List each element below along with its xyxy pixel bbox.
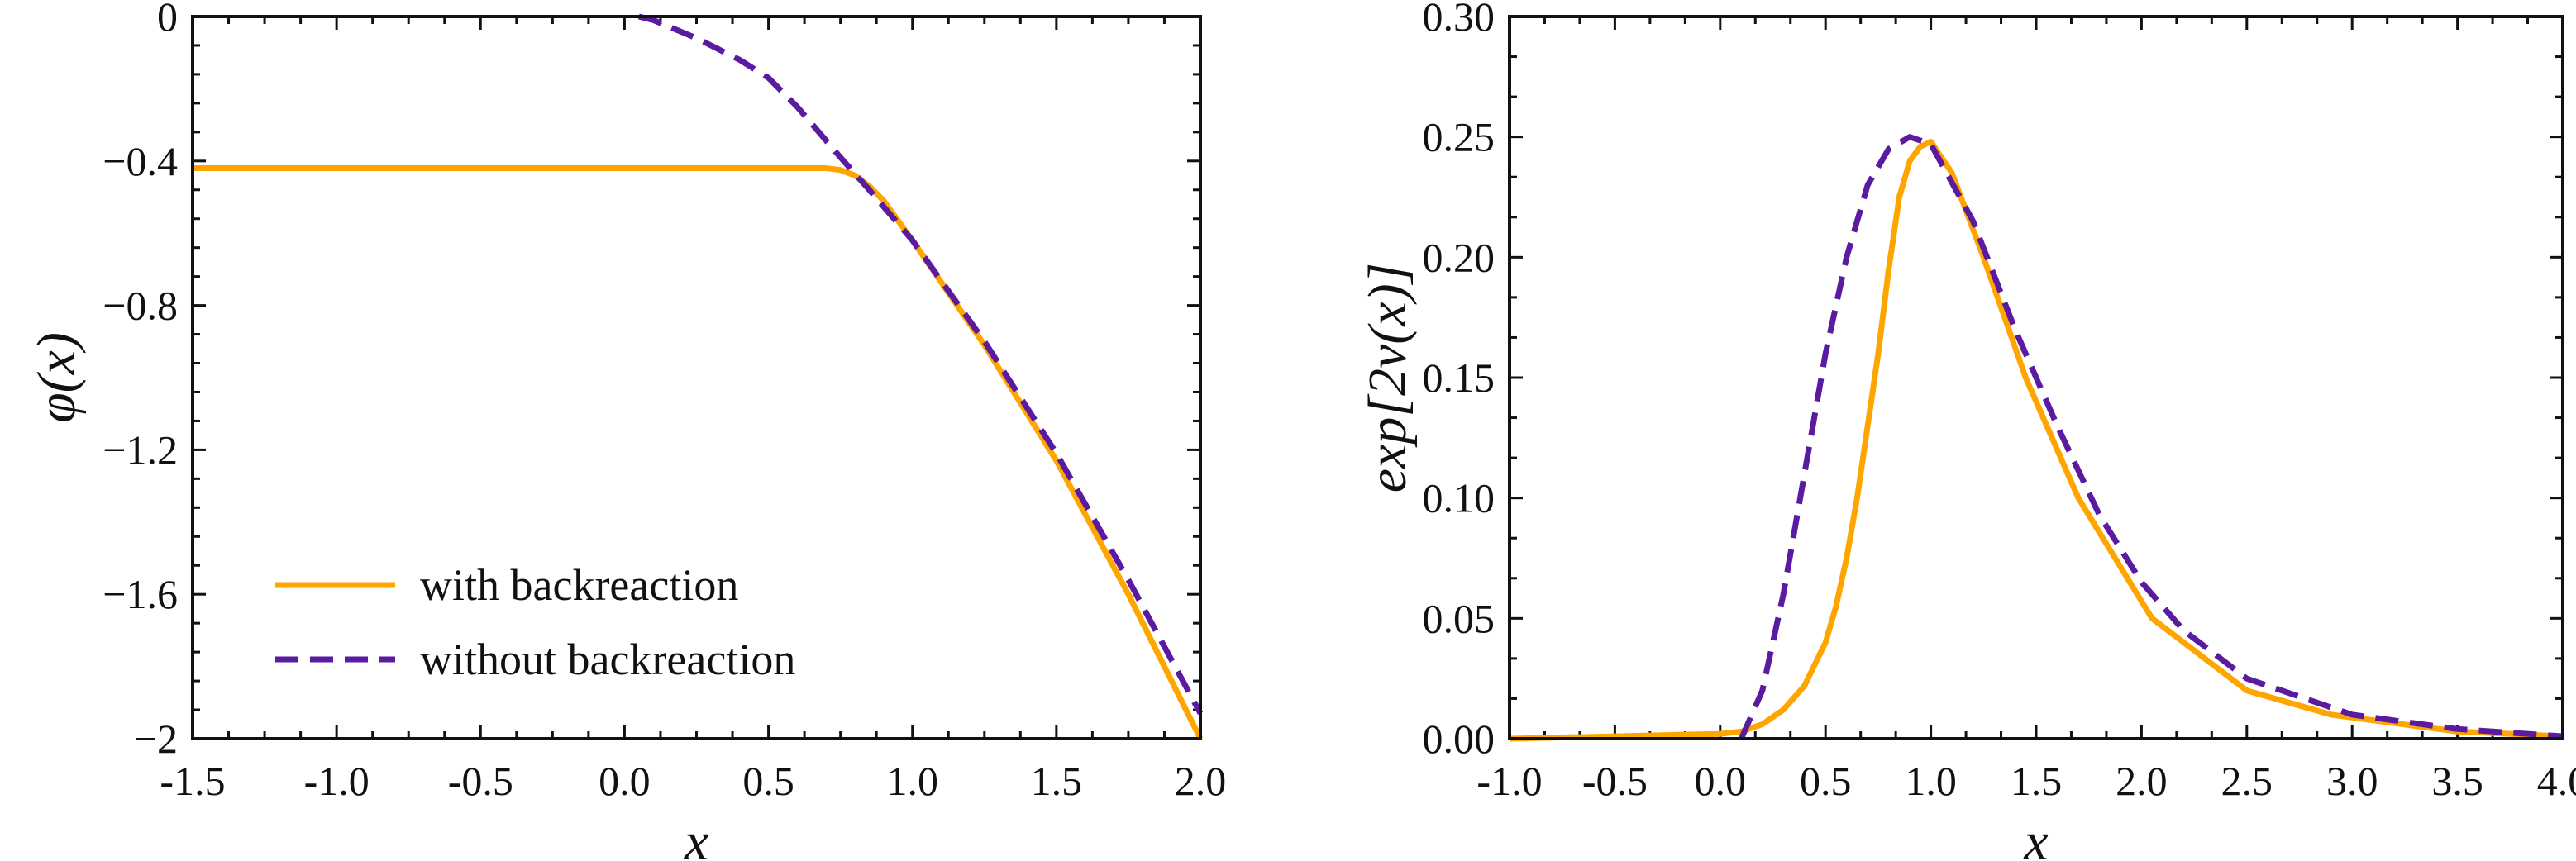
y-axis-label: φ(x) [26,332,87,423]
x-tick-label: 1.0 [886,758,938,804]
legend: with backreaction without backreaction [275,560,795,684]
chart-1: -1.5 -1.0 -0.5 0.0 0.5 1.0 1.5 2.0 0 −0.4 −0.8 −1.2… [26,0,1226,861]
y-tick-label: −0.8 [103,283,178,329]
y-tick-label: 0.00 [1423,716,1496,762]
y-tick-label: 0 [157,0,178,40]
axes-frame [1508,15,2564,740]
y-tick-label: 0.10 [1423,475,1496,521]
y-tick-label: −1.2 [103,426,178,473]
legend-label: with backreaction [420,560,738,610]
x-tick-label: 0.0 [1695,758,1747,804]
y-axis-label: exp[2ν(x)] [1357,263,1418,493]
x-tick-label: -0.5 [448,758,513,804]
y-tick-label: 0.30 [1423,0,1496,40]
legend-label: without backreaction [420,635,795,684]
axes-frame [191,15,1202,740]
x-tick-label: 0.5 [742,758,794,804]
x-tick-label: 4.0 [2537,758,2576,804]
y-tick-label: 0.15 [1423,354,1496,401]
x-tick-label: 0.0 [599,758,651,804]
x-tick-label: 2.0 [1175,758,1227,804]
x-tick-label: 0.5 [1800,758,1852,804]
y-tick-label: −2 [134,716,178,762]
x-axis-label: x [684,811,708,861]
series-line-without-backreaction [637,13,1204,716]
series-line-without-backreaction [1739,134,2564,740]
x-tick-label: 2.0 [2116,758,2168,804]
y-tick-label: 0.20 [1423,234,1496,280]
x-tick-label: -0.5 [1582,758,1648,804]
x-tick-label: 2.5 [2221,758,2273,804]
x-tick-label: -1.0 [1476,758,1542,804]
x-axis-label: x [2023,811,2048,861]
x-tick-label: -1.5 [160,758,225,804]
y-tick-label: 0.05 [1423,595,1496,641]
x-tick-label: 3.5 [2431,758,2483,804]
x-tick-label: -1.0 [304,758,370,804]
y-tick-label: 0.25 [1423,114,1496,160]
x-tick-label: 1.0 [1905,758,1957,804]
series-line-with-backreaction [1509,139,2564,742]
y-tick-label: −1.6 [103,571,178,617]
series-line-with-backreaction [193,165,1204,740]
chart-2: -1.0 -0.5 0.0 0.5 1.0 1.5 2.0 2.5 3.0 3.5 4.0 0.00 0… [1357,0,2576,861]
y-tick-label: −0.4 [103,138,178,184]
x-tick-label: 3.0 [2326,758,2378,804]
x-tick-label: 1.5 [1031,758,1083,804]
x-tick-label: 1.5 [2011,758,2063,804]
